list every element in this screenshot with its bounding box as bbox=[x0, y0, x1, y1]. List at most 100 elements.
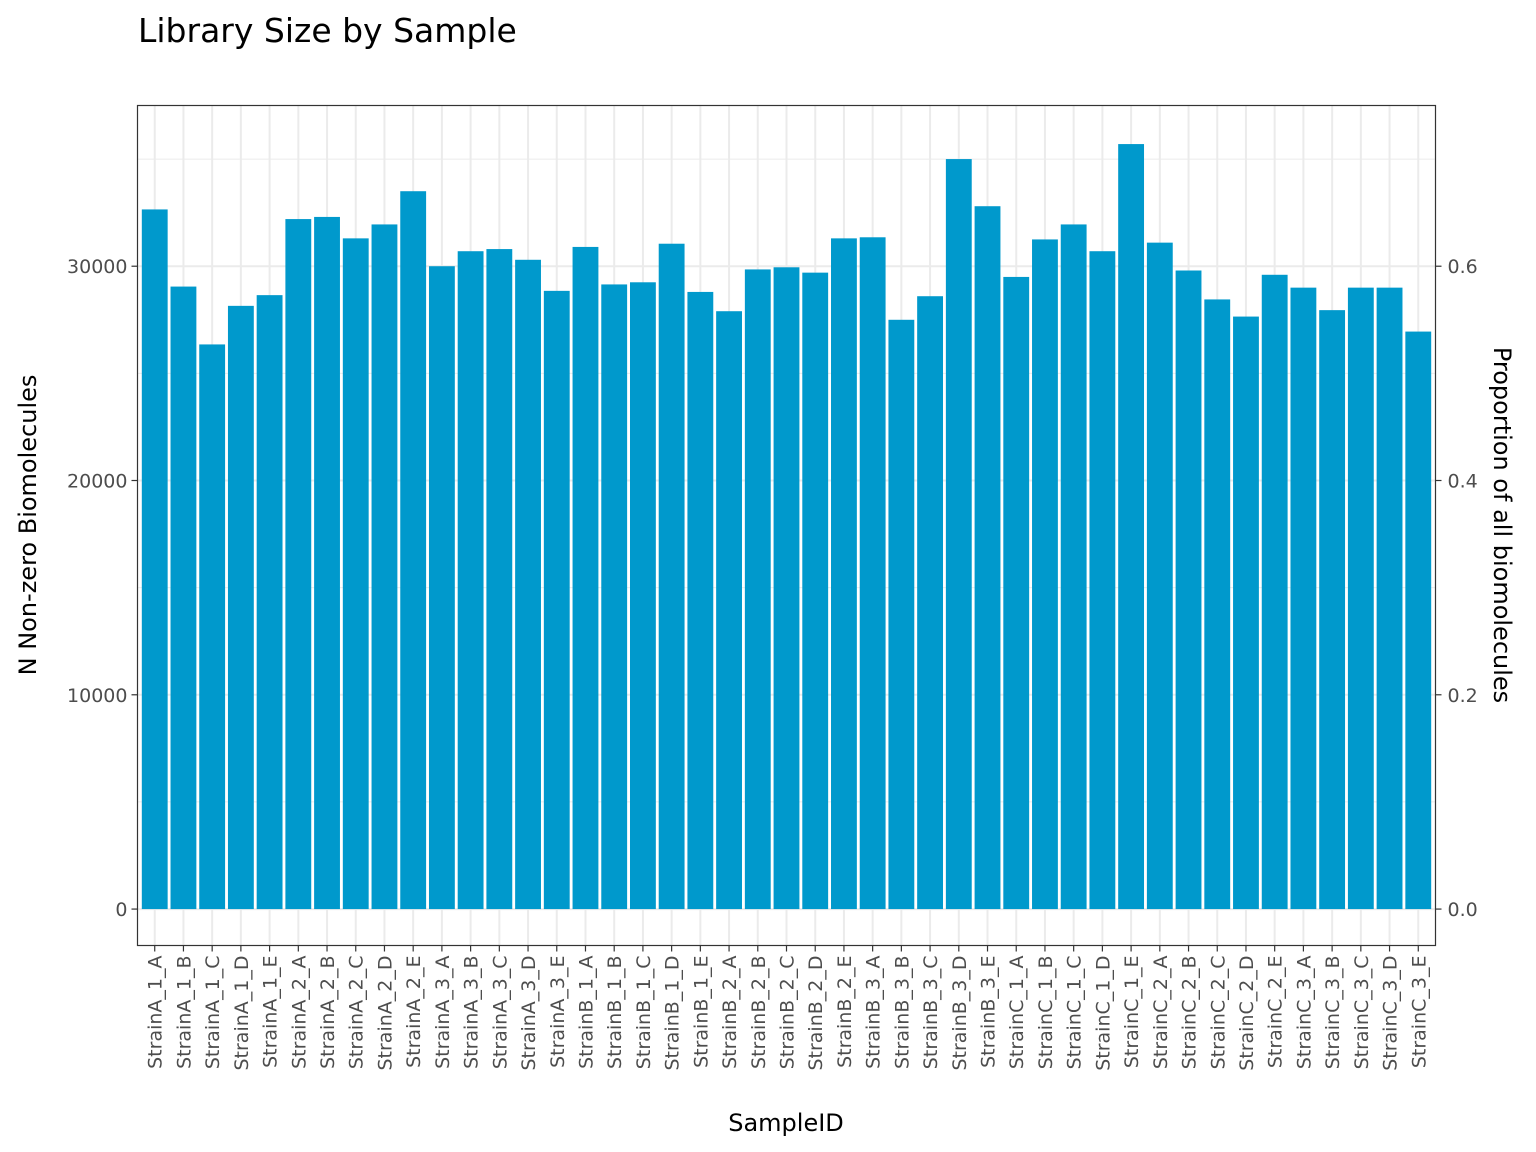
bar bbox=[199, 344, 226, 910]
bar bbox=[1290, 287, 1317, 910]
bar bbox=[974, 206, 1001, 910]
y-tick-label: 10000 bbox=[67, 685, 127, 707]
x-tick-label: StrainB_1_C bbox=[633, 956, 655, 1070]
y2-tick-label: 0.2 bbox=[1448, 685, 1478, 707]
x-tick-label: StrainA_1_B bbox=[173, 956, 195, 1069]
x-tick-label: StrainA_3_C bbox=[489, 956, 511, 1070]
x-tick-label: StrainB_1_A bbox=[575, 955, 597, 1068]
y2-tick-label: 0.0 bbox=[1448, 899, 1478, 921]
x-tick-label: StrainB_3_B bbox=[891, 956, 913, 1069]
x-tick-label: StrainC_2_D bbox=[1236, 956, 1258, 1071]
bar bbox=[1089, 251, 1116, 910]
x-tick-label: StrainA_1_A bbox=[145, 956, 167, 1069]
bar bbox=[572, 246, 599, 910]
bar bbox=[1003, 276, 1030, 910]
x-tick-label: StrainB_2_B bbox=[748, 956, 770, 1069]
chart-title: Library Size by Sample bbox=[138, 11, 517, 50]
y2-axis-title: Proportion of all biomolecules bbox=[1488, 347, 1516, 703]
x-tick-label: StrainB_1_D bbox=[662, 956, 684, 1071]
bar bbox=[888, 319, 915, 910]
x-tick-label: StrainC_1_A bbox=[1006, 956, 1028, 1070]
x-tick-label: StrainB_3_E bbox=[978, 956, 1000, 1068]
x-axis-title: SampleID bbox=[728, 1109, 844, 1137]
x-tick-label: StrainC_3_C bbox=[1351, 956, 1373, 1070]
x-tick-label: StrainB_1_E bbox=[690, 956, 712, 1068]
bar bbox=[687, 291, 714, 910]
x-tick-label: StrainB_2_D bbox=[805, 956, 827, 1071]
bar bbox=[1319, 310, 1346, 910]
x-tick-label: StrainC_2_E bbox=[1265, 956, 1287, 1069]
bar bbox=[342, 238, 369, 910]
x-tick-label: StrainA_2_B bbox=[317, 956, 339, 1069]
y-tick-label: 20000 bbox=[67, 471, 127, 493]
bar bbox=[1347, 287, 1374, 910]
bar bbox=[859, 237, 886, 910]
bar bbox=[945, 159, 972, 910]
bar bbox=[802, 272, 829, 910]
bar bbox=[1405, 331, 1432, 910]
x-tick-label: StrainC_1_E bbox=[1121, 956, 1143, 1069]
bar bbox=[486, 249, 513, 910]
x-tick-label: StrainB_2_C bbox=[777, 956, 799, 1070]
x-tick-label: StrainB_2_E bbox=[834, 956, 856, 1068]
bars bbox=[141, 144, 1432, 910]
x-tick-label: StrainC_3_D bbox=[1380, 956, 1402, 1071]
x-tick-label: StrainB_3_A bbox=[863, 955, 885, 1068]
x-tick-label: StrainA_1_D bbox=[231, 956, 253, 1071]
bar bbox=[1060, 224, 1087, 910]
bar bbox=[744, 269, 771, 910]
x-tick-label: StrainC_1_C bbox=[1064, 956, 1086, 1070]
x-tick-label: StrainC_2_C bbox=[1207, 956, 1229, 1070]
bar bbox=[1032, 239, 1058, 910]
bar bbox=[831, 238, 857, 910]
x-tick-label: StrainA_3_A bbox=[432, 956, 454, 1069]
x-tick-label: StrainA_2_C bbox=[346, 956, 368, 1070]
axes: 0 10000 20000 30000 0.0 0.2 0.4 0.6 StrainA_1_A S… bbox=[67, 256, 1478, 1071]
bar bbox=[515, 259, 541, 910]
bar bbox=[141, 209, 168, 910]
y-tick-label: 0 bbox=[115, 899, 127, 921]
bar bbox=[773, 267, 800, 910]
bar bbox=[601, 284, 628, 910]
y2-tick-label: 0.4 bbox=[1448, 471, 1478, 493]
x-tick-label: StrainC_3_A bbox=[1293, 956, 1315, 1070]
bar bbox=[227, 305, 254, 910]
bar bbox=[543, 290, 570, 910]
x-tick-label: StrainC_2_B bbox=[1179, 956, 1201, 1070]
x-tick-label: StrainC_1_B bbox=[1035, 956, 1057, 1070]
x-tick-label: StrainA_3_E bbox=[547, 956, 569, 1068]
bar bbox=[400, 191, 427, 910]
x-tick-label: StrainA_3_D bbox=[518, 956, 540, 1071]
bar bbox=[1261, 274, 1288, 910]
bar bbox=[1118, 144, 1145, 910]
x-tick-label: StrainB_1_B bbox=[604, 956, 626, 1069]
x-tick-label: StrainA_2_E bbox=[403, 956, 425, 1068]
x-tick-label: StrainC_3_B bbox=[1322, 956, 1344, 1070]
bar bbox=[428, 266, 455, 910]
bar bbox=[1175, 270, 1202, 910]
y-tick-label: 30000 bbox=[67, 256, 127, 278]
x-tick-label: StrainC_1_D bbox=[1092, 956, 1114, 1071]
bar bbox=[1376, 287, 1403, 910]
x-tick-label: StrainC_3_E bbox=[1408, 956, 1430, 1069]
x-tick-label: StrainC_2_A bbox=[1150, 956, 1172, 1070]
bar bbox=[629, 282, 656, 910]
bar bbox=[716, 311, 742, 910]
x-tick-label: StrainB_3_D bbox=[949, 956, 971, 1071]
bar bbox=[371, 224, 398, 910]
bar bbox=[1204, 299, 1231, 910]
x-tick-label: StrainA_2_A bbox=[288, 956, 310, 1069]
x-tick-label: StrainB_3_C bbox=[920, 956, 942, 1070]
bar bbox=[170, 286, 197, 910]
bar bbox=[457, 251, 484, 910]
bar bbox=[1146, 242, 1173, 910]
bar bbox=[1233, 316, 1259, 910]
x-tick-label: StrainA_1_C bbox=[202, 956, 224, 1070]
x-tick-label: StrainA_1_E bbox=[260, 956, 282, 1068]
bar bbox=[285, 219, 312, 910]
bar bbox=[256, 295, 283, 910]
bar bbox=[314, 216, 340, 910]
y2-tick-label: 0.6 bbox=[1448, 256, 1478, 278]
bar bbox=[917, 296, 944, 910]
